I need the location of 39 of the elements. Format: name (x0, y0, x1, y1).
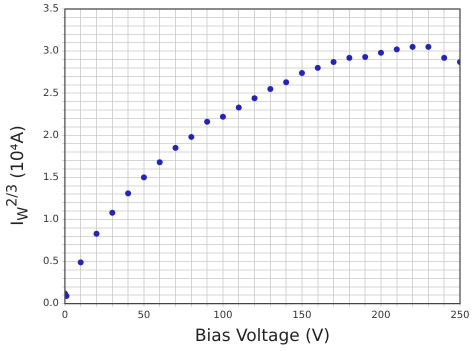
point (394, 46, 400, 52)
point (172, 144, 179, 151)
point (410, 44, 416, 50)
point (78, 259, 84, 266)
point (188, 134, 194, 140)
point (156, 159, 163, 166)
point (330, 59, 337, 66)
y-tick-label: 3.5 (42, 4, 59, 15)
point (346, 54, 352, 61)
y-tick-label: 3.0 (42, 46, 59, 57)
point (204, 118, 210, 125)
y-tick-label: 2.0 (42, 130, 59, 141)
point (94, 230, 100, 237)
x-tick-label: 50 (138, 310, 150, 322)
point (252, 95, 258, 102)
point (109, 210, 116, 216)
x-tick-label: 0 (62, 310, 68, 322)
point (362, 54, 368, 60)
x-tick-label: 100 (213, 310, 232, 322)
point (283, 79, 290, 86)
x-tick-label: 250 (450, 310, 470, 322)
point (236, 104, 242, 110)
y-tick-label: 1.0 (42, 214, 59, 226)
y-tick-label: 1.5 (42, 172, 59, 183)
point (267, 86, 274, 92)
point (314, 64, 321, 71)
x-axis-title: Bias Voltage (V) (194, 326, 330, 346)
x-tick-label: 150 (292, 310, 312, 322)
point (140, 174, 147, 180)
y-tick-label: 0.0 (42, 298, 59, 310)
point (425, 44, 432, 50)
point (441, 54, 448, 61)
point (378, 50, 384, 56)
y-tick-label: 2.5 (42, 88, 59, 99)
point (220, 114, 226, 120)
x-tick-label: 200 (371, 310, 391, 322)
y-tick-label: 0.5 (42, 256, 59, 268)
point (125, 190, 132, 196)
point (298, 70, 305, 76)
